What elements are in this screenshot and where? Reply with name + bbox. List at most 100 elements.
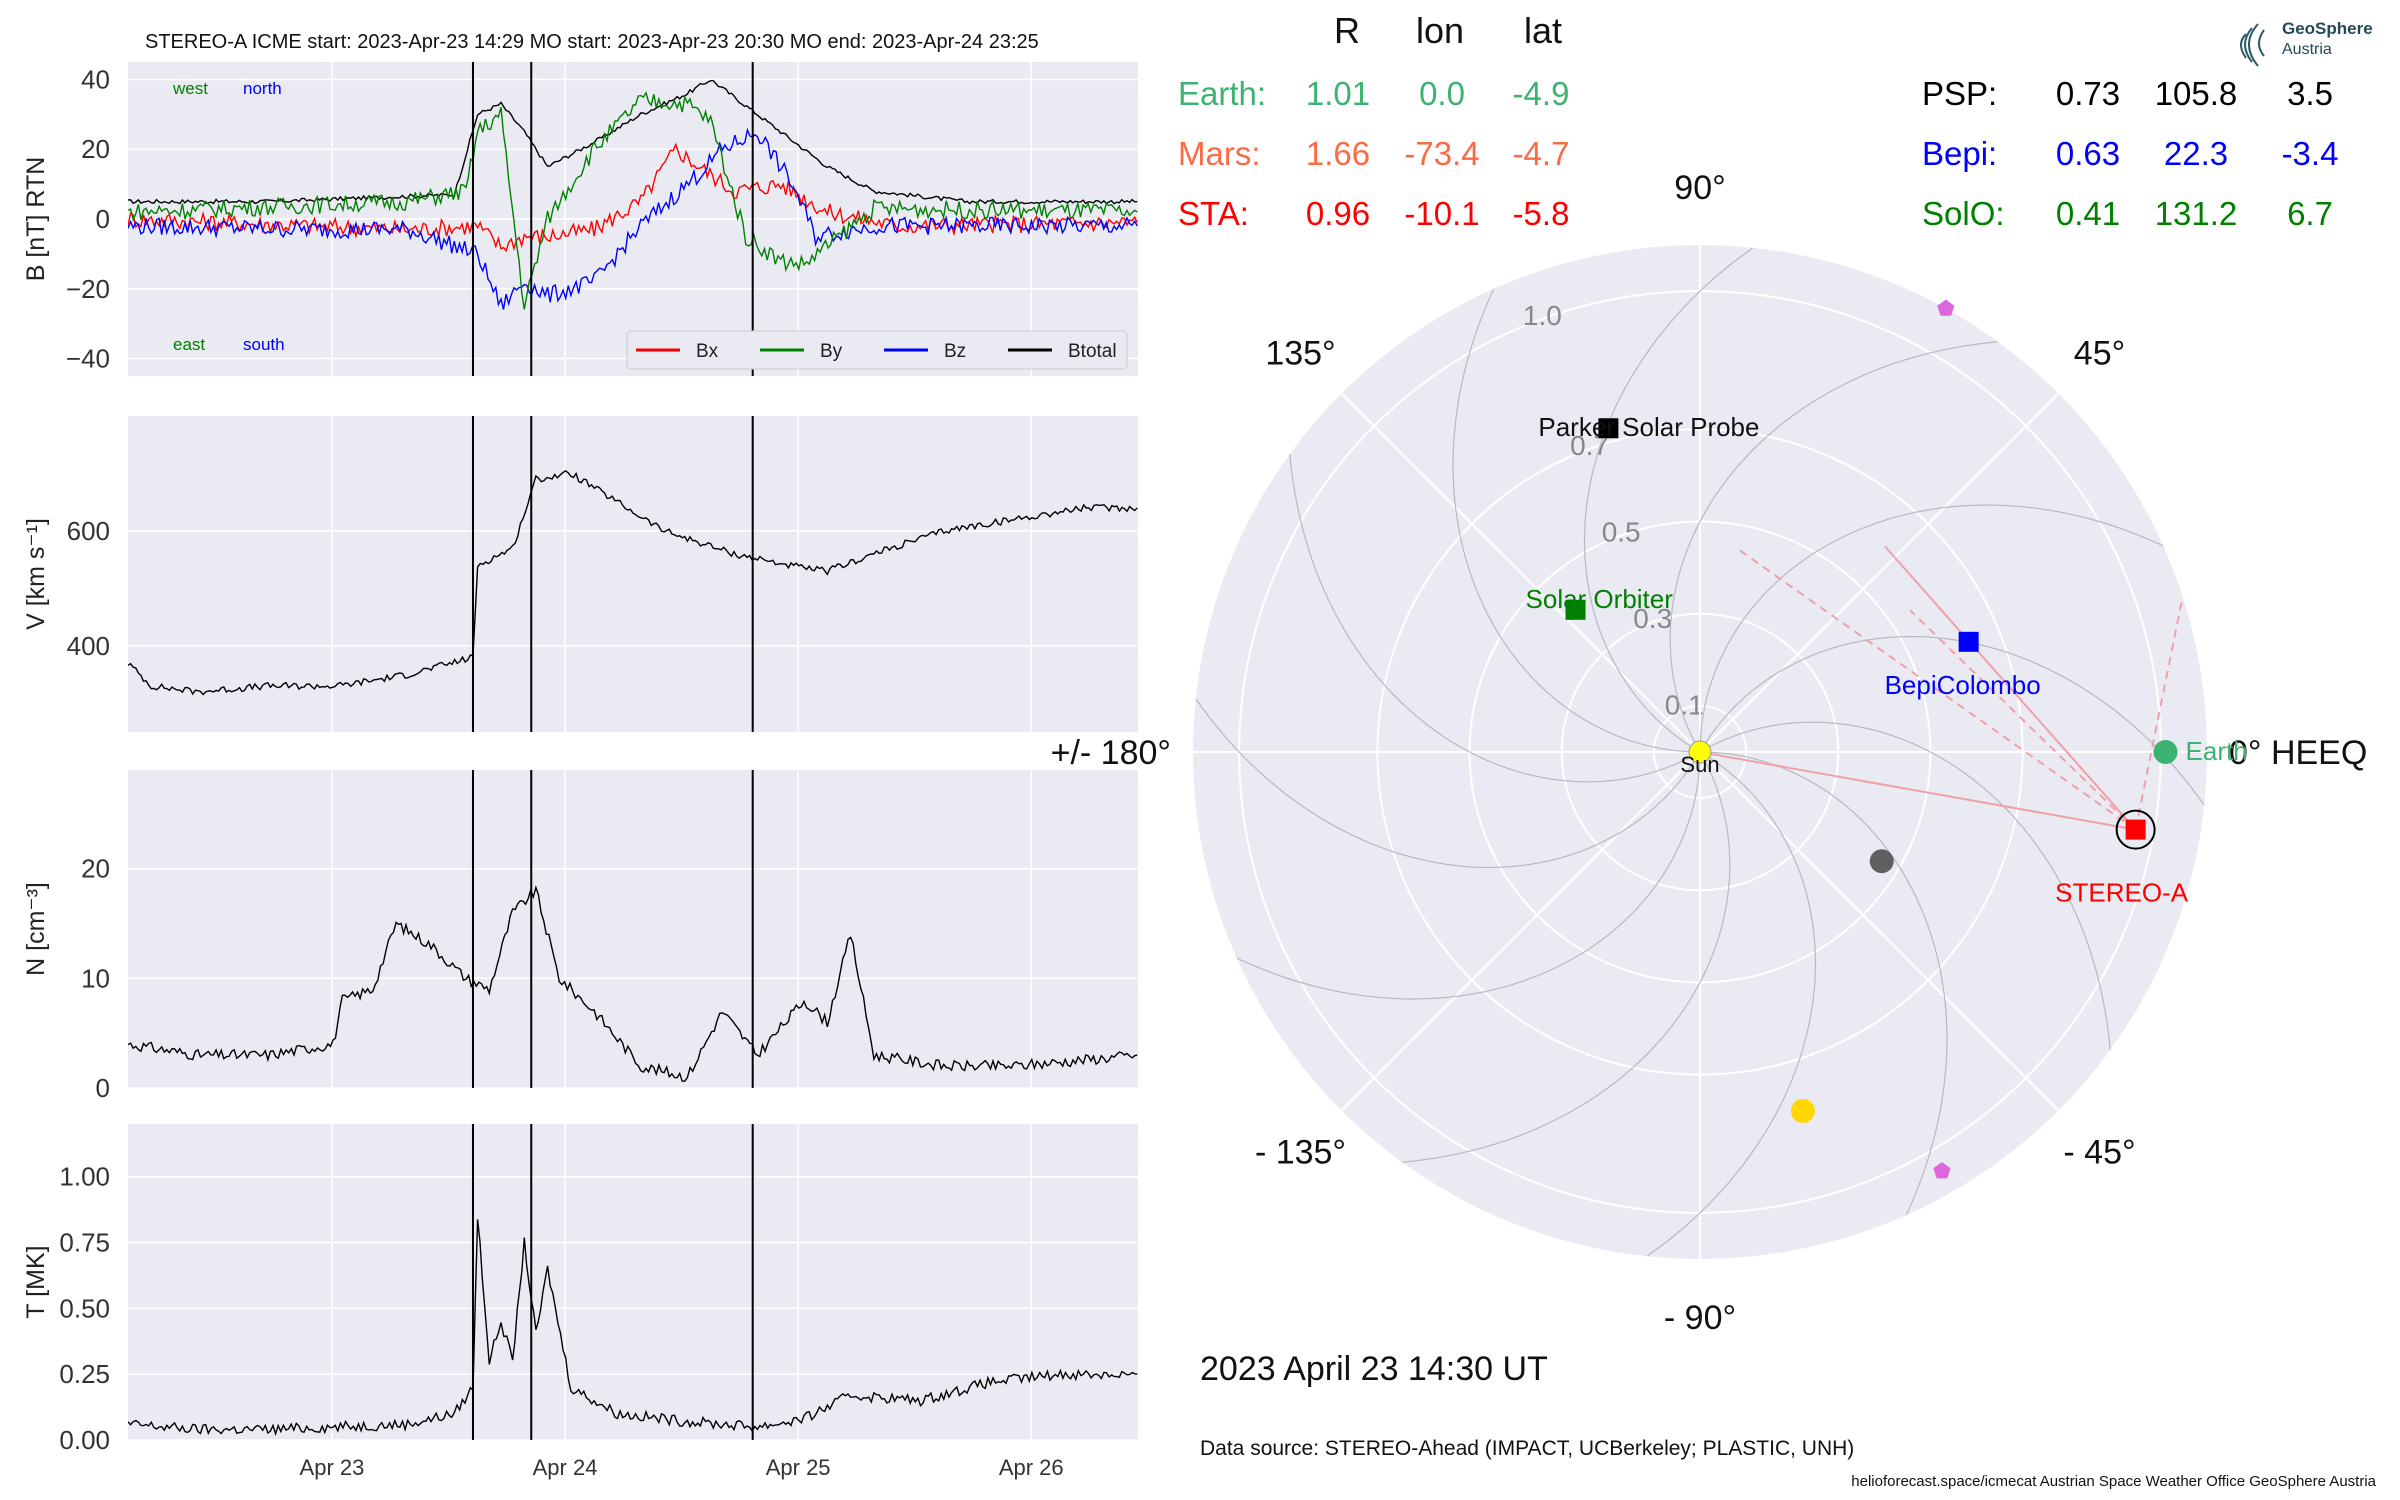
logo-swirl-icon	[2240, 23, 2265, 67]
stereo-fov-lines	[1699, 545, 2193, 831]
y-axis-label: N [cm⁻³]	[22, 882, 50, 976]
series-line-btotal	[128, 79, 1138, 205]
x-tick-label: Apr 24	[533, 1455, 598, 1480]
y-tick-label: −40	[66, 344, 110, 374]
fov-line	[1909, 609, 2137, 831]
y-tick-label: 10	[81, 963, 110, 993]
y-tick-label: 0.25	[59, 1359, 110, 1389]
geosphere-logo: GeoSphere Austria	[2240, 19, 2373, 67]
pos-left-name: Mars:	[1178, 135, 1261, 172]
date-label: 2023 April 23 14:30 UT	[1200, 1350, 1548, 1388]
y-axis-label: V [km s⁻¹]	[22, 518, 50, 630]
fov-line	[2134, 553, 2193, 830]
logo-text-line1: GeoSphere	[2282, 19, 2373, 38]
legend: Bx By Bz Btotal	[626, 330, 1128, 370]
panel-speed: 600 400 V [km s⁻¹]	[22, 416, 1138, 732]
series-line-v	[128, 470, 1138, 696]
positions-table: R lon lat Earth: 1.01 0.0 -4.9 Mars: 1.66 -73.…	[1178, 10, 2338, 232]
header-title: STEREO-A ICME start: 2023-Apr-23 14:29 M…	[145, 31, 1039, 53]
pos-left-r: 1.66	[1306, 135, 1370, 172]
annotation-west: west	[172, 79, 208, 98]
body-marker-sun	[1688, 740, 1712, 764]
panel-background	[128, 770, 1138, 1088]
pos-left-lat: -5.8	[1513, 195, 1570, 232]
col-header-lat: lat	[1524, 10, 1562, 51]
pos-right-name: PSP:	[1922, 75, 1997, 112]
pos-right-lon: 22.3	[2164, 135, 2228, 172]
annotation-north: north	[243, 79, 282, 98]
pos-left-lon: 0.0	[1419, 75, 1465, 112]
body-label-solar-orbiter: Solar Orbiter	[1526, 584, 1674, 614]
panel-magnetic_field: 40 20 0 −20 −40 B [nT] RTN west north east south B…	[22, 62, 1138, 376]
col-header-lon: lon	[1416, 10, 1464, 51]
series-line-bz	[128, 127, 1138, 310]
y-tick-label: 600	[67, 516, 110, 546]
y-tick-label: 0.00	[59, 1425, 110, 1455]
body-marker-stereo-a	[2125, 819, 2146, 840]
legend-label-by: By	[820, 341, 843, 362]
x-tick-label: Apr 26	[999, 1455, 1064, 1480]
angle-tick-label: 45°	[2074, 334, 2125, 372]
angle-grid-line	[1340, 751, 1701, 1112]
pos-right-lat: 6.7	[2287, 195, 2333, 232]
pos-left-r: 0.96	[1306, 195, 1370, 232]
panel-density: 20 10 0 N [cm⁻³]	[22, 770, 1138, 1103]
pos-right-name: SolO:	[1922, 195, 2005, 232]
pos-right-lon: 131.2	[2155, 195, 2238, 232]
data-source: Data source: STEREO-Ahead (IMPACT, UCBer…	[1200, 1437, 1854, 1460]
y-tick-label: −20	[66, 274, 110, 304]
legend-label-btotal: Btotal	[1068, 341, 1117, 362]
series-line-by	[128, 91, 1138, 310]
body-marker-bepicolombo	[1958, 631, 1979, 652]
fov-line	[1735, 546, 2137, 831]
legend-label-bx: Bx	[696, 341, 719, 362]
fov-line	[1884, 545, 2137, 831]
panel-background	[128, 1124, 1138, 1440]
y-tick-label: 1.00	[59, 1162, 110, 1192]
parker-spiral-line	[1193, 536, 1701, 869]
body-label-sun: Sun	[1680, 752, 1719, 777]
pos-right-lat: -3.4	[2282, 135, 2339, 172]
angle-tick-label: - 135°	[1255, 1134, 1346, 1172]
body-marker-parker-solar-probe	[1598, 418, 1619, 439]
credits: helioforecast.space/icmecat Austrian Spa…	[1851, 1473, 2376, 1490]
time-series-panels: 40 20 0 −20 −40 B [nT] RTN west north east south B…	[22, 62, 1138, 1480]
pos-right-lon: 105.8	[2155, 75, 2238, 112]
x-tick-label: Apr 23	[300, 1455, 365, 1480]
angle-grid-line	[1699, 392, 2060, 753]
parker-spiral-line	[1484, 751, 1817, 1259]
y-axis-label: T [MK]	[22, 1245, 50, 1318]
radial-tick-label: 0.1	[1665, 690, 1704, 721]
angle-tick-label: 0° HEEQ	[2229, 734, 2367, 772]
body-marker-solar-orbiter	[1565, 599, 1586, 620]
legend-label-bz: Bz	[944, 341, 966, 362]
series-group	[128, 1219, 1138, 1437]
pos-right-r: 0.41	[2056, 195, 2120, 232]
stereo-a-highlight-ring	[2115, 809, 2156, 850]
fov-line	[1699, 751, 2136, 831]
pos-right-lat: 3.5	[2287, 75, 2333, 112]
radial-tick-label: 1.0	[1523, 300, 1562, 331]
angle-tick-label: - 90°	[1664, 1299, 1736, 1337]
y-tick-label: 0.75	[59, 1228, 110, 1258]
pos-right-r: 0.73	[2056, 75, 2120, 112]
pos-right-name: Bepi:	[1922, 135, 1997, 172]
logo-text-line2: Austria	[2282, 41, 2332, 58]
pos-left-r: 1.01	[1306, 75, 1370, 112]
y-tick-label: 20	[81, 854, 110, 884]
pos-left-lat: -4.7	[1513, 135, 1570, 172]
panel-background	[128, 416, 1138, 732]
body-marker-unlabeled	[1869, 849, 1894, 874]
angle-grid-line	[1340, 392, 1701, 753]
body-marker-pentagon	[1933, 1162, 1951, 1179]
panel-temperature: Apr 23 Apr 24 Apr 25 Apr 26 1.00 0.75 0.50 0.25…	[22, 1124, 1138, 1480]
series-group	[128, 79, 1138, 310]
y-axis-label: B [nT] RTN	[22, 157, 50, 282]
angle-tick-label: - 45°	[2063, 1134, 2135, 1172]
body-label-bepicolombo: BepiColombo	[1885, 670, 2041, 700]
series-line-t	[128, 1219, 1138, 1437]
pos-left-lat: -4.9	[1513, 75, 1570, 112]
radial-tick-label: 0.3	[1633, 603, 1672, 634]
y-tick-label: 0.50	[59, 1293, 110, 1323]
angle-tick-label: 90°	[1674, 169, 1725, 207]
